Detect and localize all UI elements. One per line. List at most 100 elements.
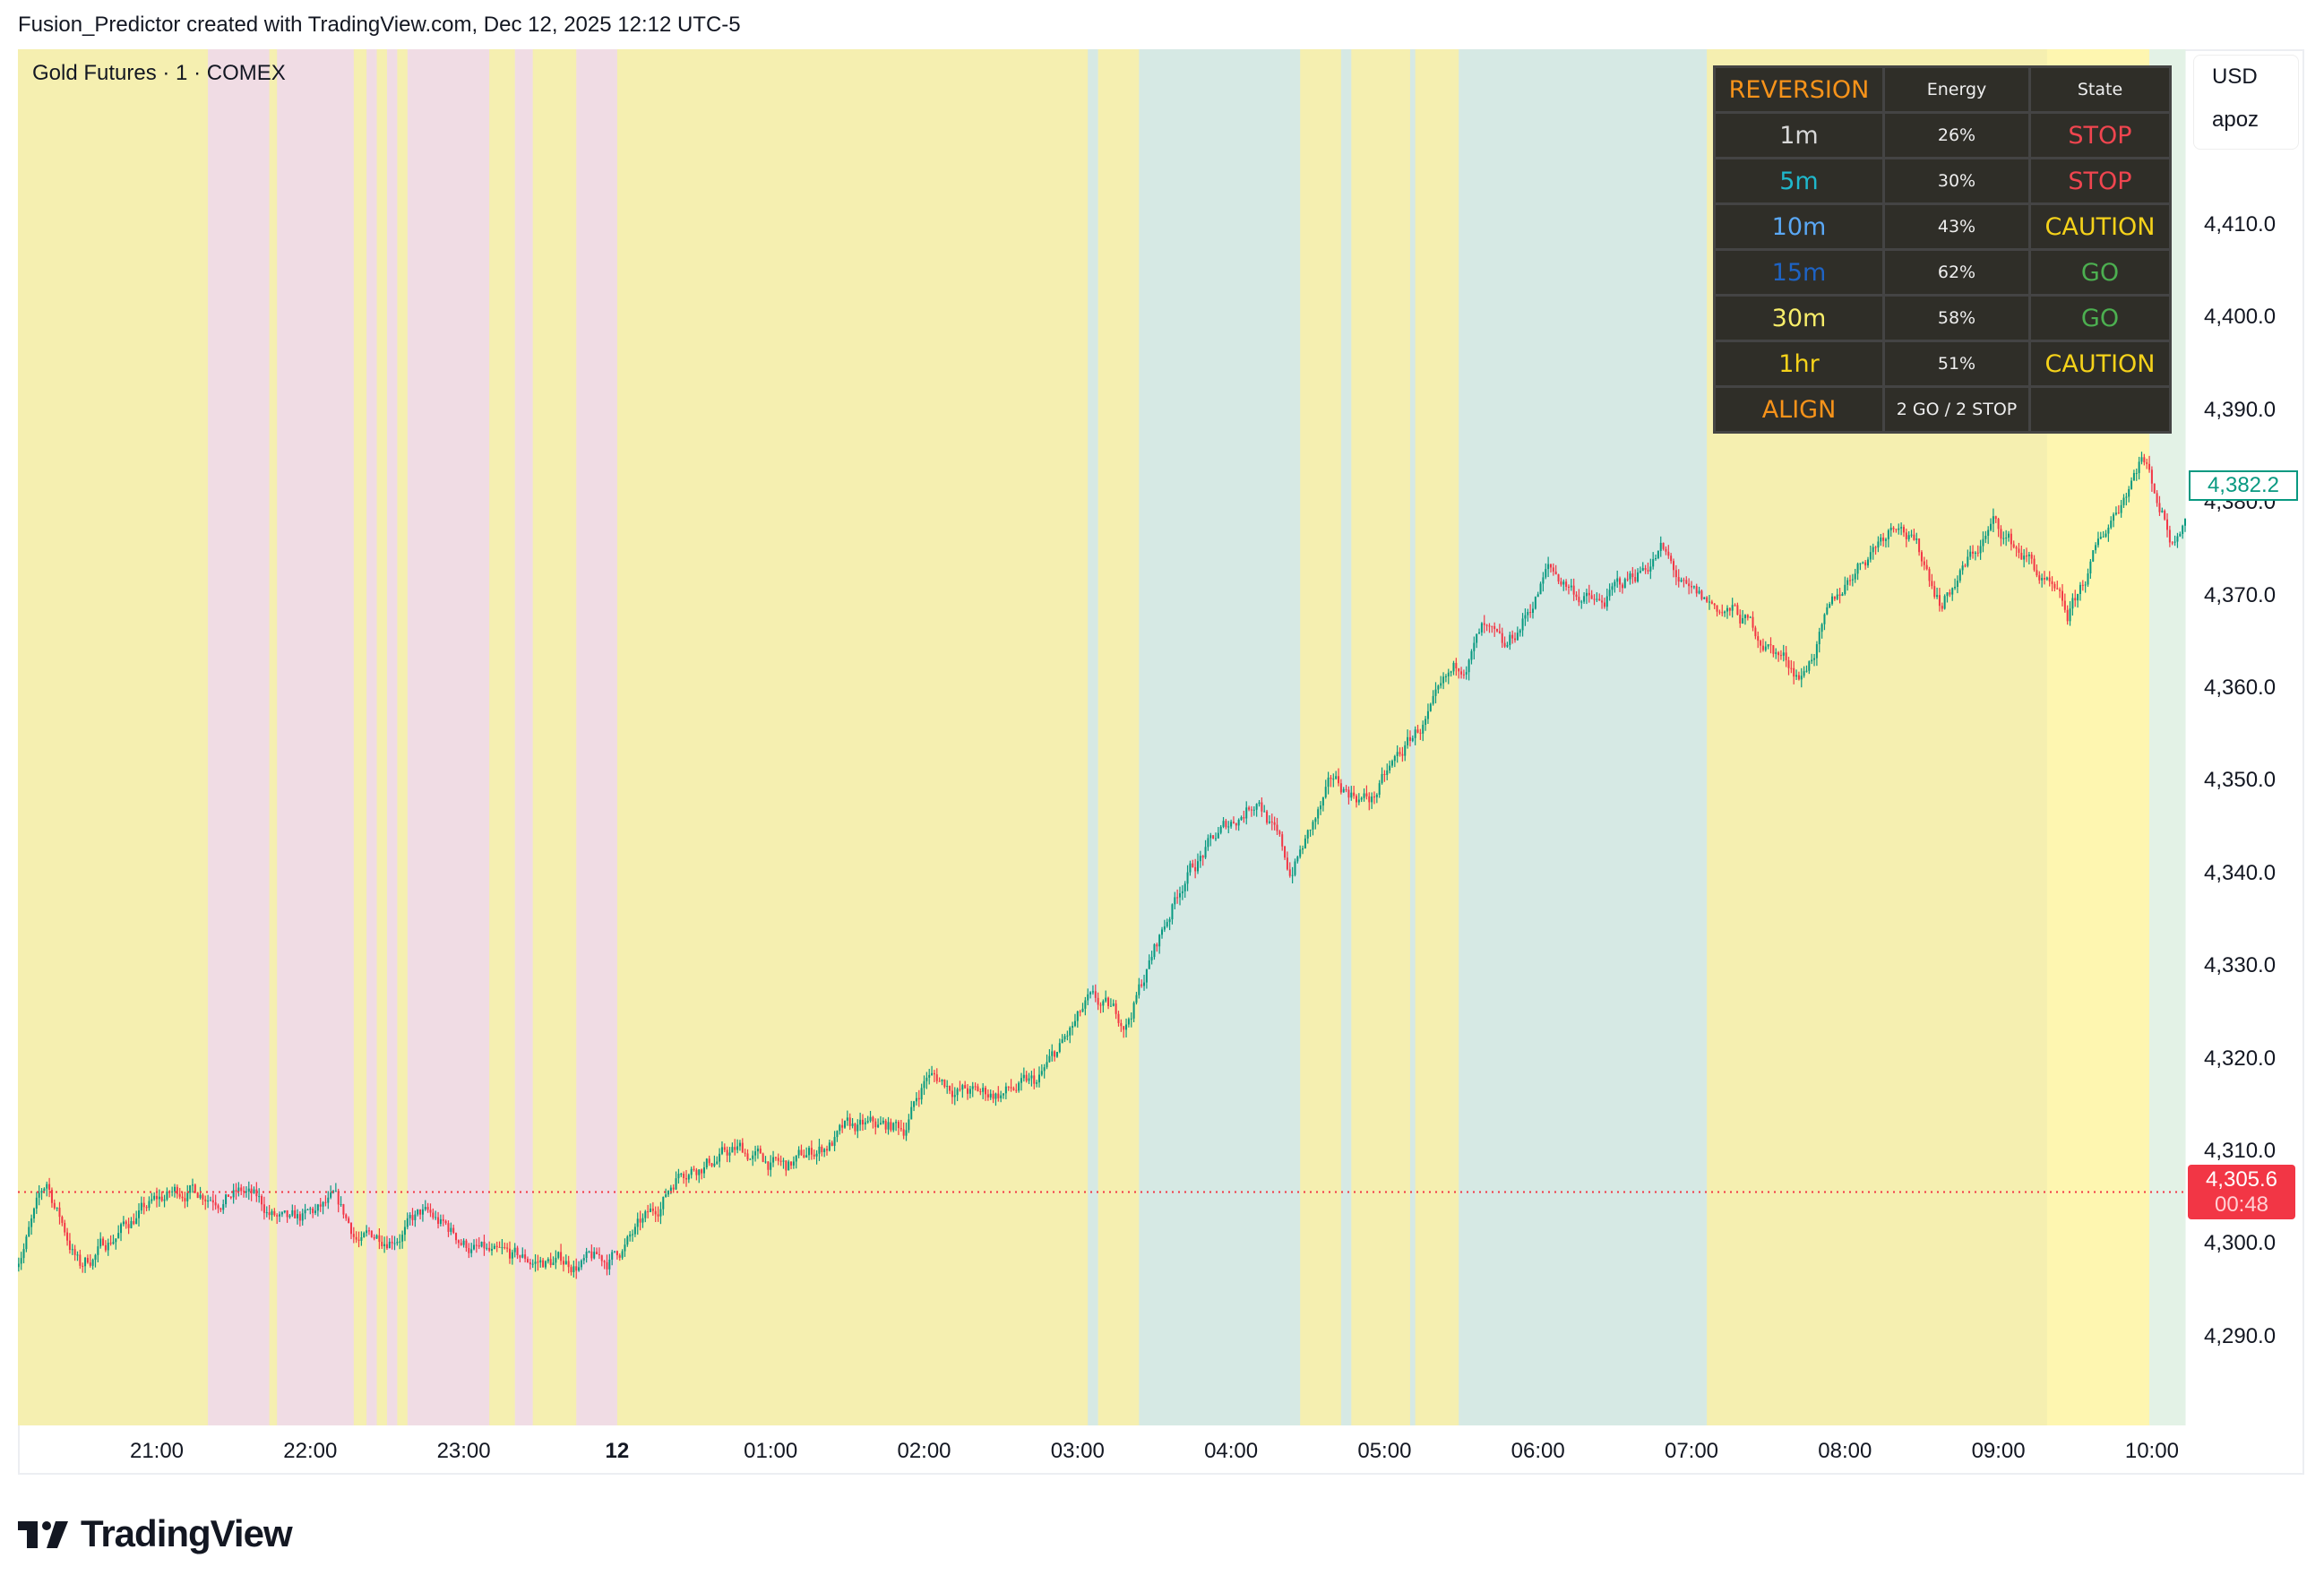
candle-body [994,1093,997,1099]
candle-body [2153,483,2156,494]
candle-body [759,1149,762,1154]
candle-body [64,1222,66,1233]
candle-body [1033,1075,1036,1084]
candle-body [590,1251,593,1259]
candle-body [1357,799,1360,803]
candle-body [1529,612,1532,614]
candle-body [544,1261,547,1268]
time-tick: 08:00 [1818,1439,1872,1463]
candle-body [348,1218,350,1224]
candle-body [1276,824,1278,831]
candle-body [99,1238,102,1247]
candle-body [1426,710,1429,719]
unit-label[interactable]: apoz [2212,108,2259,132]
candle-body [414,1214,417,1220]
candle-body [1833,596,1836,599]
candle-body [1181,891,1184,894]
candle-body [383,1244,386,1246]
candle-body [1605,596,1608,607]
align-row: ALIGN 2 GO / 2 STOP [1713,385,2172,434]
candle-body [493,1245,495,1250]
candle-body [828,1142,831,1151]
candle-body [342,1204,345,1215]
candle-body [1728,607,1731,611]
energy-cell: 58% [1882,294,2031,342]
candle-body [1089,992,1092,994]
candle-body [1365,793,1368,796]
candle-body [1168,919,1171,923]
candle-body [928,1074,931,1078]
candle-body [1527,612,1529,616]
tradingview-logo[interactable]: TradingView [18,1512,293,1555]
symbol-label[interactable]: Gold Futures · 1 · COMEX [32,61,286,85]
candle-body [286,1210,288,1218]
candle-body [1345,788,1347,790]
candle-body [511,1252,513,1259]
candle-body [1174,897,1176,905]
candle-body [967,1088,969,1094]
candle-body [1207,838,1209,848]
candle-body [1902,527,1905,533]
candle-body [2117,512,2120,514]
candle-body [304,1210,306,1214]
candle-body [836,1131,839,1138]
zone-yellow [269,49,278,1425]
candle-body [38,1192,40,1198]
candle-body [2099,537,2102,539]
candle-body [352,1234,355,1237]
candle-body [1670,555,1673,562]
currency-unit-selector[interactable]: USD apoz [2193,55,2299,150]
price-tick: 4,390.0 [2204,397,2277,422]
candle-body [1048,1055,1051,1063]
candle-body [1967,556,1969,566]
candle-body [1994,516,1997,520]
candle-body [782,1160,785,1162]
candle-body [1761,645,1764,650]
chart-plot-area[interactable] [18,49,2186,1425]
candle-body [938,1080,941,1082]
candle-body [1652,559,1655,567]
candle-body [1248,807,1251,810]
candle-body [513,1247,516,1253]
candle-body [84,1257,87,1267]
candle-body [1201,856,1204,858]
candle-body [736,1146,739,1150]
candle-body [2140,457,2143,462]
candle-body [2146,462,2148,464]
candle-body [1018,1082,1020,1091]
candle-body [831,1142,833,1146]
candle-body [2041,578,2044,581]
candle-body [854,1123,856,1132]
candle-body [979,1091,982,1093]
candle-body [1416,729,1419,733]
candle-body [1869,552,1872,560]
price-tick: 4,330.0 [2204,953,2277,978]
candle-body [738,1142,741,1147]
candle-body [181,1196,184,1199]
candle-body [138,1210,141,1218]
candle-body [1813,658,1816,660]
candle-body [1408,736,1411,741]
table-row: 10m 43% CAUTION [1713,202,2172,251]
candle-body [1565,581,1568,587]
candle-body [719,1153,721,1162]
candle-body [1483,623,1485,625]
candle-body [647,1211,650,1213]
candle-body [1468,659,1470,673]
candlestick-chart[interactable] [18,49,2186,1425]
candle-body [2030,554,2033,559]
candle-body [2061,590,2063,601]
candle-body [340,1204,342,1206]
candle-body [1623,579,1626,589]
candle-body [1634,577,1637,581]
currency-label[interactable]: USD [2212,65,2258,89]
time-tick: 22:00 [283,1439,338,1463]
candle-body [1245,807,1248,819]
candle-body [813,1154,815,1157]
candle-body [97,1246,99,1255]
candle-body [1491,625,1493,627]
candle-body [800,1149,803,1156]
zone-pink [514,49,534,1425]
candle-body [1112,1003,1115,1006]
candle-body [1641,567,1644,572]
